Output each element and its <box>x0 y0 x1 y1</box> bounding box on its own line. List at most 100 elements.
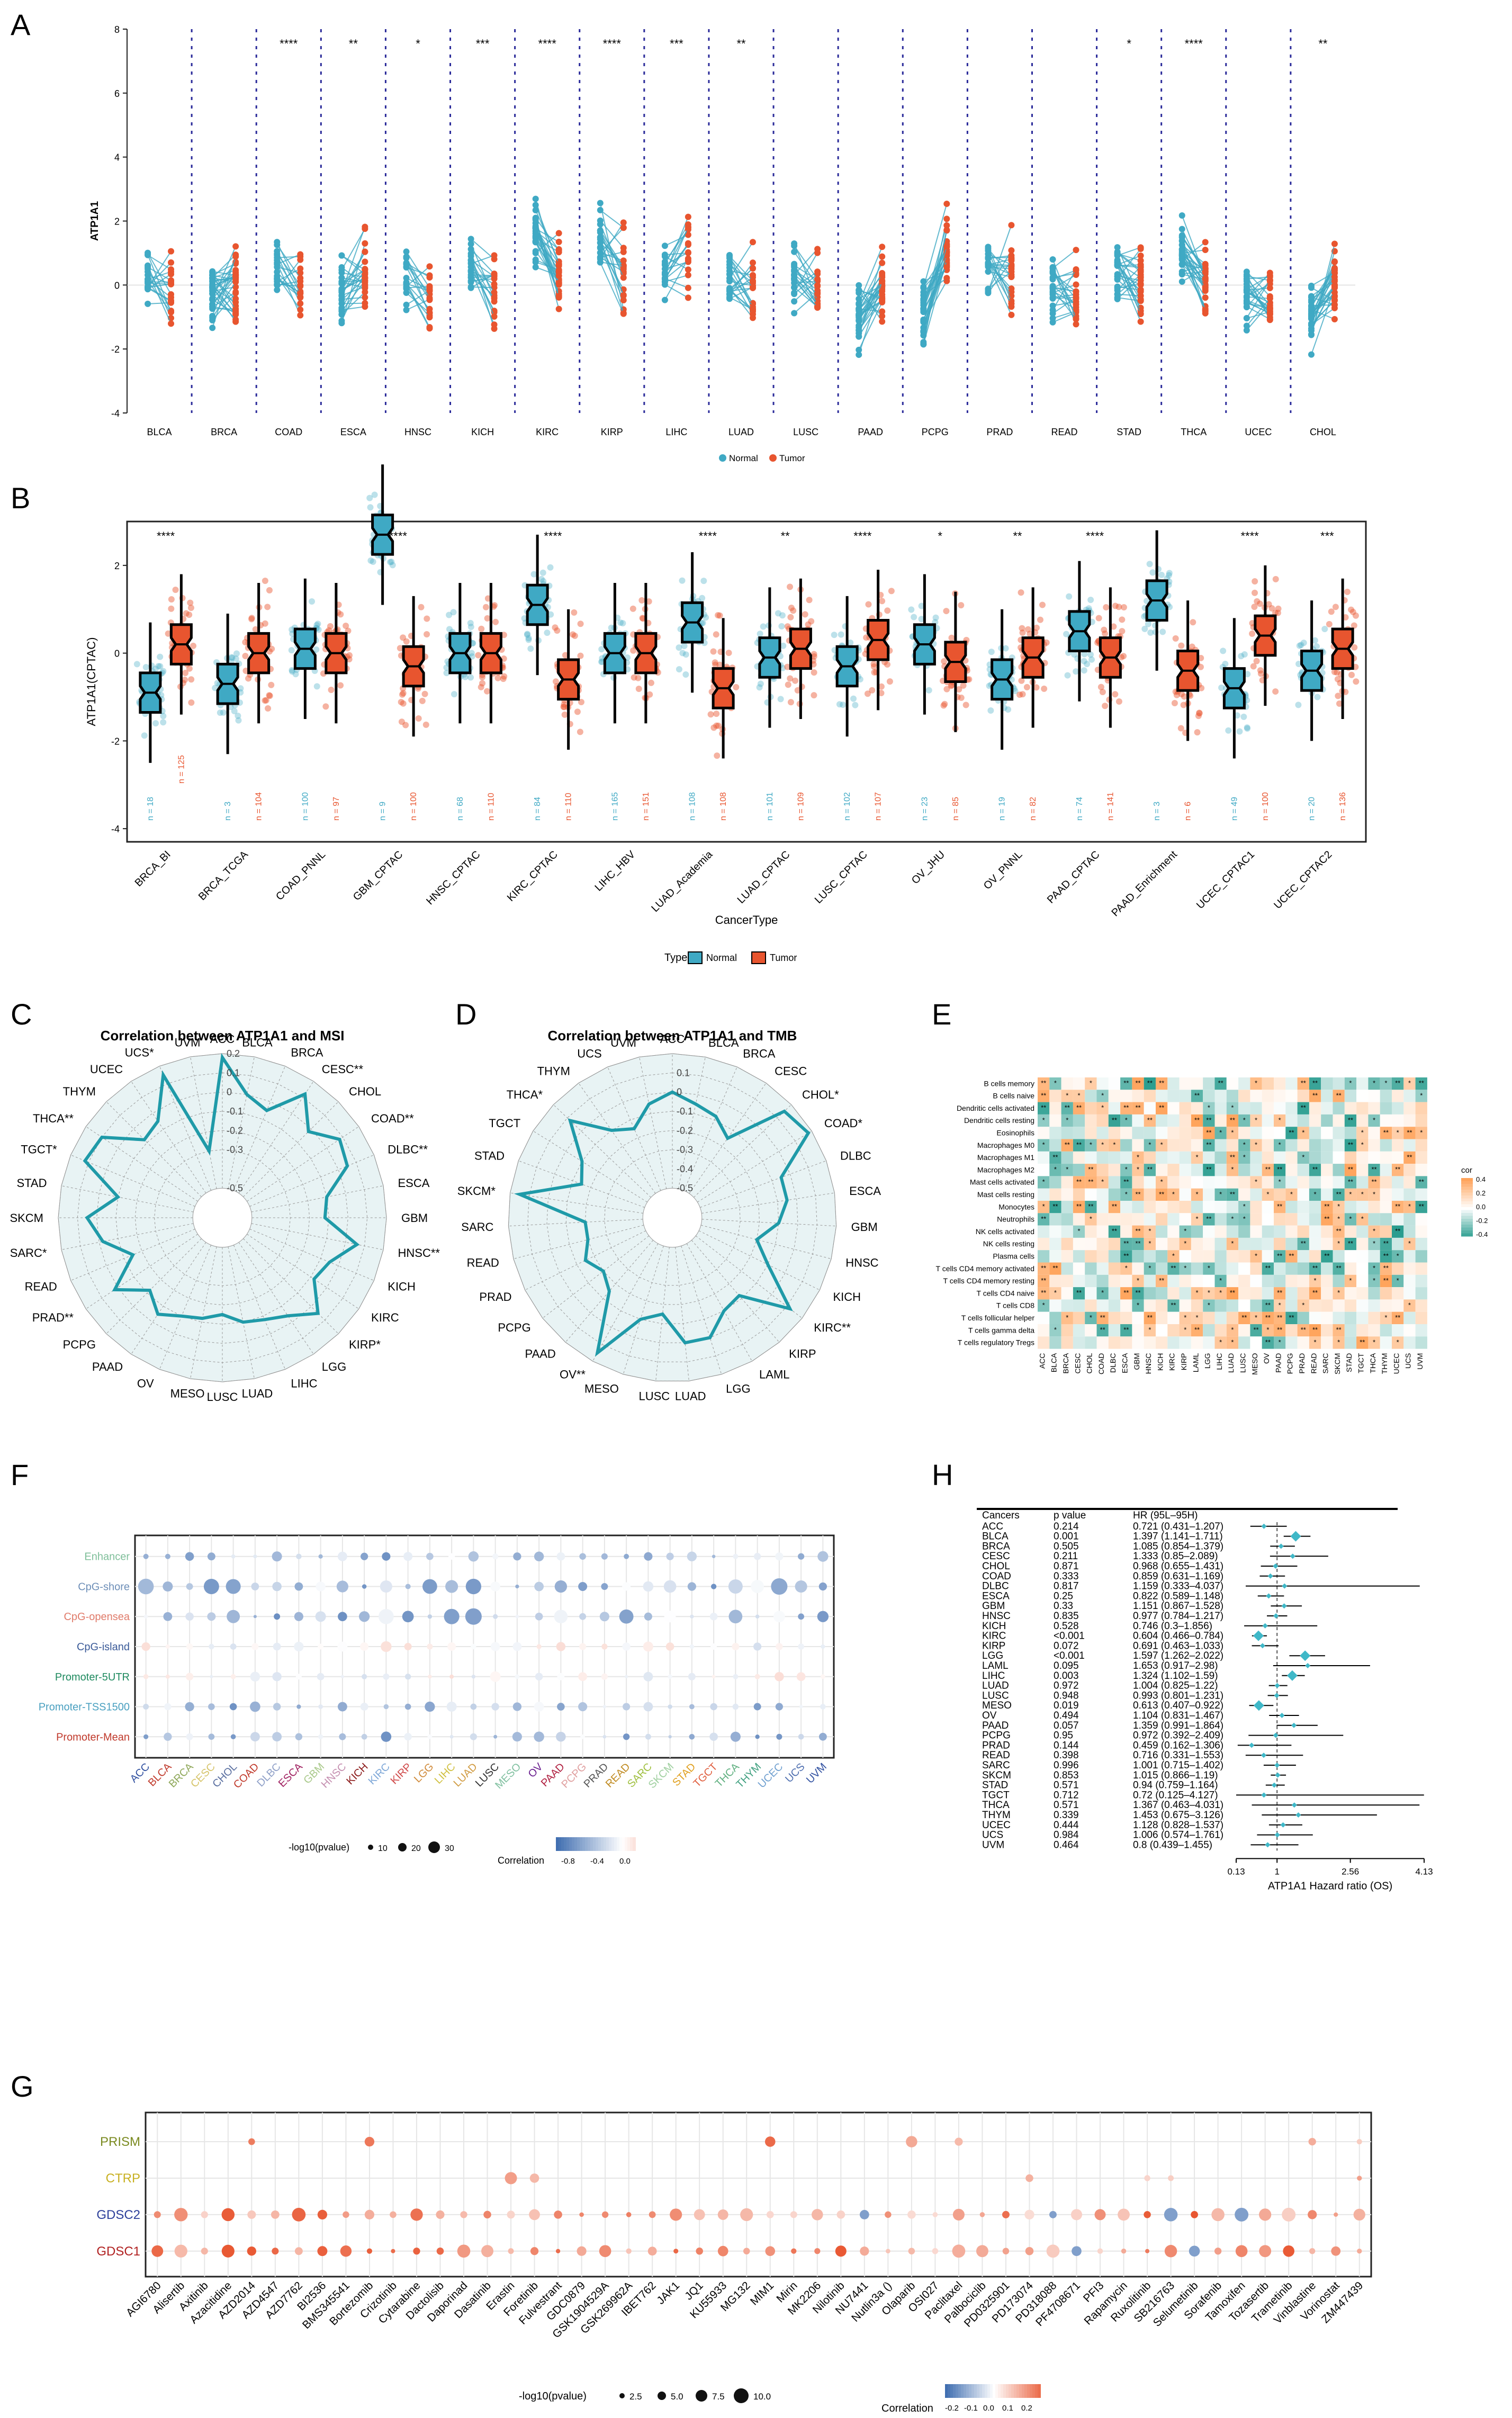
radar-axis-label: PCPG <box>63 1338 96 1351</box>
heatmap-star: * <box>1279 1301 1281 1309</box>
tumor-point <box>168 281 175 287</box>
normal-point <box>791 242 798 249</box>
heatmap-cell <box>1285 1201 1298 1214</box>
hr-point <box>1267 1573 1273 1579</box>
heatmap-star: * <box>1172 1190 1175 1198</box>
normal-point <box>532 214 539 221</box>
heatmap-cell <box>1073 1139 1085 1152</box>
tumor-jitter-point <box>1097 684 1104 690</box>
heatmap-cell <box>1403 1250 1416 1263</box>
heatmap-star: * <box>1219 1128 1222 1136</box>
row-cancer: LUAD <box>982 1680 1009 1692</box>
heatmap-cell <box>1144 1201 1156 1214</box>
tumor-point <box>1331 269 1338 276</box>
tumor-jitter-point <box>242 639 249 645</box>
tumor-jitter-point <box>941 700 948 707</box>
radar-axis-label: CHOL <box>349 1085 381 1098</box>
heatmap-star: * <box>1208 1264 1210 1272</box>
pair-line <box>858 281 883 326</box>
heatmap-cell <box>1226 1274 1239 1288</box>
heatmap-cell <box>1179 1336 1191 1349</box>
pair-line <box>1052 291 1076 305</box>
normal-jitter-point <box>1085 605 1092 612</box>
heatmap-cell <box>1108 1237 1121 1251</box>
normal-point <box>985 286 992 293</box>
heatmap-cell <box>1274 1102 1286 1114</box>
row-pvalue: 0.072 <box>1054 1640 1079 1651</box>
tumor-point <box>943 215 950 222</box>
normal-point <box>1243 281 1250 287</box>
heatmap-col-label: BRCA <box>1061 1353 1070 1374</box>
legend-gradient-step <box>1461 1178 1473 1181</box>
heatmap-cell <box>1120 1311 1132 1324</box>
heatmap-cell <box>1179 1311 1191 1324</box>
heatmap-cell <box>1226 1127 1239 1139</box>
tumor-jitter-point <box>1252 589 1258 596</box>
radar-spoke <box>533 1130 647 1202</box>
heatmap-star: ** <box>1312 1091 1318 1099</box>
bubble-point <box>362 1584 367 1589</box>
bubble-point <box>457 2244 471 2258</box>
heatmap-cell <box>1132 1114 1144 1127</box>
bubble-point <box>271 2210 280 2219</box>
pair-line <box>276 251 301 294</box>
heatmap-cell <box>1120 1274 1132 1288</box>
heatmap-cell <box>1238 1311 1250 1324</box>
pair-line <box>794 279 818 302</box>
pair-line <box>406 284 430 329</box>
tumor-jitter-point <box>479 673 485 680</box>
bubble-point <box>668 1735 672 1739</box>
tumor-jitter-point <box>884 661 891 668</box>
heatmap-cell <box>1061 1188 1073 1201</box>
bubble-point <box>776 1643 783 1650</box>
tumor-jitter-point <box>561 701 568 708</box>
heatmap-cell <box>1085 1114 1097 1127</box>
heatmap-cell <box>1179 1287 1191 1300</box>
normal-point <box>467 284 474 291</box>
heatmap-cell <box>1333 1102 1345 1114</box>
normal-jitter-point <box>775 610 781 617</box>
heatmap-star: * <box>1196 1289 1199 1297</box>
heatmap-cell <box>1321 1139 1333 1152</box>
radar-spoke <box>565 1240 654 1343</box>
heatmap-row-label: T cells regulatory Tregs <box>958 1338 1034 1347</box>
tumor-jitter-point <box>262 697 268 704</box>
radar-tick-label: -0.1 <box>677 1106 693 1117</box>
tumor-point <box>168 309 175 316</box>
normal-point <box>209 290 216 297</box>
x-tick-label: CHOL <box>1310 427 1336 437</box>
pair-line <box>987 257 1012 296</box>
bubble-point <box>165 1553 170 1559</box>
radar-center <box>642 1188 703 1248</box>
radar-spoke <box>247 1234 359 1309</box>
significance-label: **** <box>603 37 622 50</box>
tumor-jitter-point <box>958 602 965 609</box>
heatmap-cell <box>1132 1164 1144 1176</box>
tumor-point <box>620 219 627 226</box>
heatmap-star: * <box>1160 1178 1163 1186</box>
tumor-point <box>620 224 627 231</box>
row-hr: 1.333 (0.85–2.089) <box>1133 1551 1218 1562</box>
pair-line <box>1246 280 1271 308</box>
heatmap-star: ** <box>1289 1314 1294 1322</box>
pair-line <box>470 260 495 317</box>
heatmap-cell <box>1144 1287 1156 1300</box>
tumor-jitter-point <box>707 711 714 718</box>
radar-spoke <box>85 1126 198 1202</box>
pair-line <box>729 287 753 319</box>
heatmap-cell <box>1392 1250 1404 1263</box>
heatmap-cell <box>1073 1151 1085 1164</box>
heatmap-cell <box>1368 1201 1380 1214</box>
tumor-point <box>297 300 304 307</box>
heatmap-cell <box>1167 1237 1180 1251</box>
color-legend-tick: 0.2 <box>1021 2404 1032 2413</box>
bubble-point <box>1353 2208 1365 2221</box>
radar-spoke <box>678 1057 706 1189</box>
heatmap-cell <box>1344 1077 1357 1090</box>
heatmap-cell <box>1191 1201 1203 1214</box>
heatmap-cell <box>1403 1188 1416 1201</box>
heatmap-cell <box>1038 1213 1050 1226</box>
heatmap-star: ** <box>1194 1326 1200 1334</box>
bubble-point <box>201 2248 208 2255</box>
